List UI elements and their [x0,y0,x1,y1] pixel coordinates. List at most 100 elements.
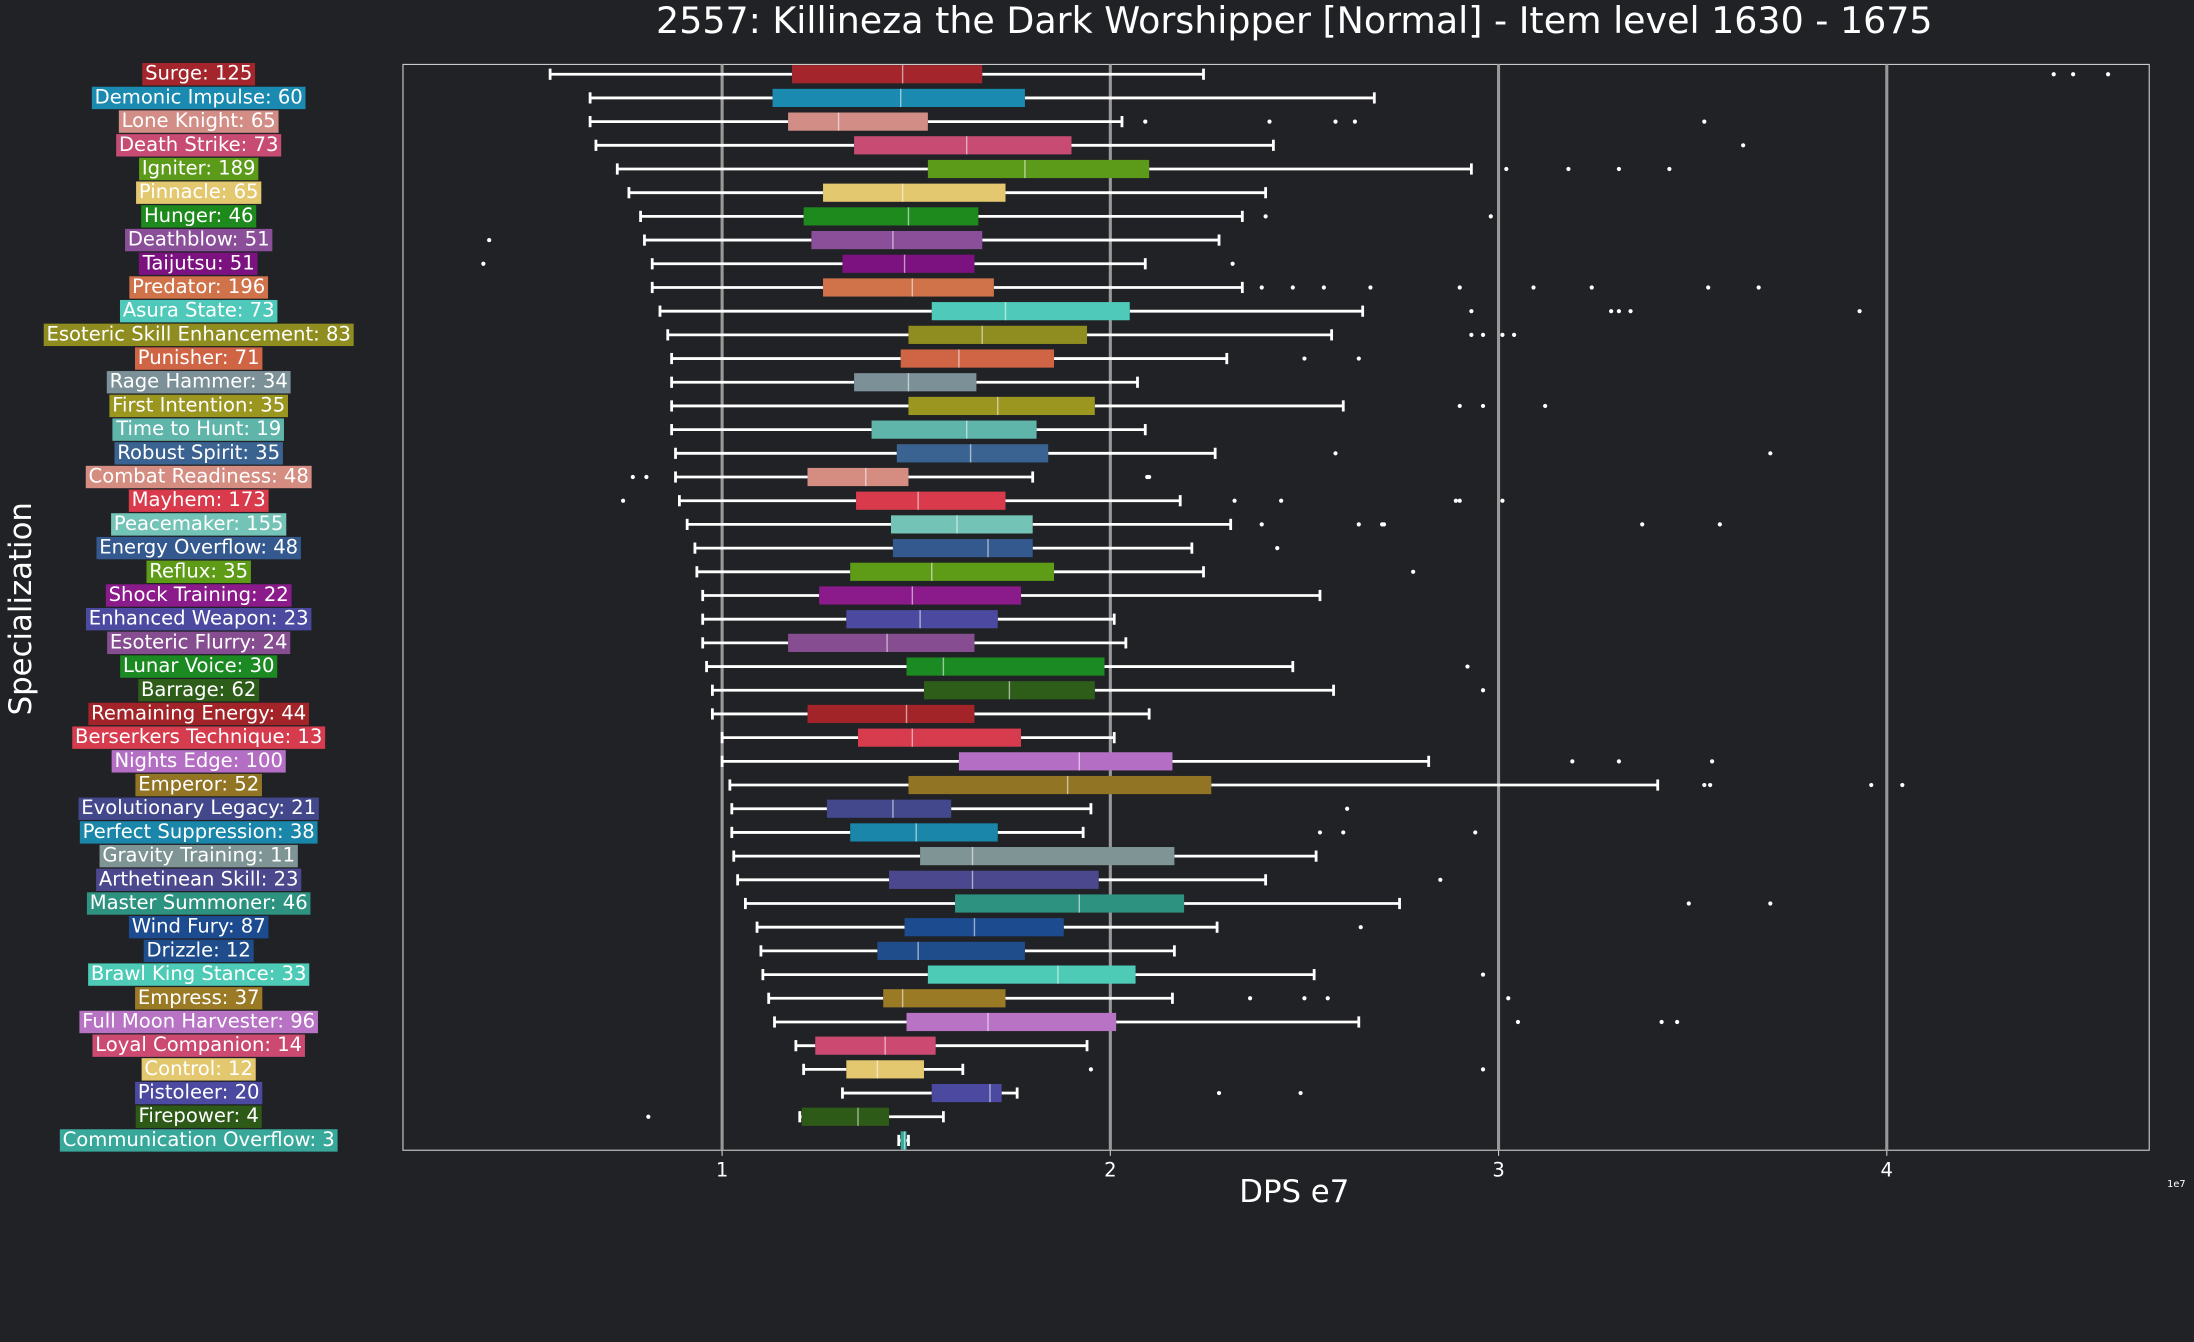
box [931,302,1130,321]
category-label: Punisher: 71 [134,346,263,370]
outlier [1358,925,1363,930]
outlier [1566,166,1571,172]
outlier [1709,759,1715,764]
box [846,610,998,629]
outlier [1488,214,1493,219]
y-tick-label: Deathblow: 51 [128,228,270,251]
outlier [1457,285,1462,290]
label-background [138,252,258,275]
label-background [85,465,312,489]
outlier [1708,782,1713,788]
outlier [1279,498,1284,503]
category-label: Time to Hunt: 19 [112,417,284,441]
category-label: Surge: 125 [142,62,256,86]
category-label: Demonic Impulse: 60 [91,85,306,110]
category-label: Brawl King Stance: 33 [88,962,310,986]
category-label: Esoteric Flurry: 24 [107,630,291,655]
label-background [135,1081,263,1105]
y-axis-label: Specialization [3,502,39,715]
label-background [43,323,354,347]
outlier [1515,1019,1521,1025]
y-tick-label: Combat Readiness: 48 [89,465,309,488]
outlier [1469,332,1474,337]
label-background [135,1105,262,1128]
label-background [99,844,298,868]
label-background [128,489,269,512]
outlier [1480,332,1486,337]
x-tick-label: 4 [1881,1159,1893,1182]
category-label: Gravity Training: 11 [99,844,298,868]
outlier [1869,782,1874,788]
outlier [1686,901,1691,906]
category-label: Deathblow: 51 [125,228,273,252]
label-background [106,371,291,394]
box [846,1060,924,1079]
label-background [141,205,257,228]
x-tick-label: 1 [716,1159,728,1182]
y-tick-label: Energy Overflow: 48 [99,536,298,559]
outlier [1706,285,1711,290]
outlier [1147,474,1152,480]
outlier [1756,285,1761,290]
outlier [1473,830,1478,835]
box [819,586,1022,605]
label-background [91,86,306,110]
label-background [139,157,259,181]
outlier [1453,498,1458,503]
box [877,941,1025,960]
category-label: Robust Spirit: 35 [114,441,283,465]
outlier [630,474,635,480]
label-background [88,702,310,726]
y-tick-label: Nights Edge: 100 [114,749,282,772]
box [823,278,994,297]
y-tick-label: Mayhem: 173 [132,488,266,511]
category-label: Asura State: 73 [119,299,278,323]
y-tick-label: Enhanced Weapon: 23 [89,607,309,630]
category-label: Full Moon Harvester: 96 [79,1009,318,1034]
outlier [1480,972,1486,977]
label-background [125,228,273,252]
y-tick-label: Drizzle: 12 [147,938,251,961]
label-background [141,1058,256,1081]
category-label: Emperor: 52 [135,773,262,797]
y-tick-label: Firepower: 4 [138,1104,258,1127]
outlier [1616,166,1622,172]
y-tick-label: Igniter: 189 [142,157,256,180]
label-background [109,394,288,418]
outlier [1469,309,1474,314]
box [772,88,1025,108]
outlier [1480,403,1486,409]
outlier [1543,403,1548,409]
category-label: Enhanced Weapon: 23 [85,607,312,631]
box [900,1131,907,1150]
box [856,491,1006,510]
category-label: Drizzle: 12 [143,938,254,963]
outlier [1230,261,1235,266]
category-label: Arthetinean Skill: 23 [96,867,302,892]
box [791,65,983,84]
y-tick-label: Shock Training: 22 [109,583,289,606]
box [815,1036,936,1055]
category-label: Mayhem: 173 [128,488,269,512]
y-tick-label: Master Summoner: 46 [90,891,308,914]
outlier [644,474,649,480]
box [842,254,975,273]
outlier [1247,996,1253,1001]
outlier [1275,546,1280,551]
y-tick-label: Barrage: 62 [141,678,256,701]
box [857,728,1022,747]
box [788,633,975,652]
box [801,1107,890,1126]
box [908,396,1095,416]
box [904,918,1064,937]
box [931,1083,1002,1103]
outlier [1259,285,1264,290]
label-background [86,892,311,915]
category-label: Firepower: 4 [135,1104,262,1128]
box [900,349,1055,368]
y-tick-label: Asura State: 73 [123,299,275,322]
outlier [1232,498,1237,503]
y-tick-label: Robust Spirit: 35 [117,441,280,464]
label-background [128,916,269,939]
